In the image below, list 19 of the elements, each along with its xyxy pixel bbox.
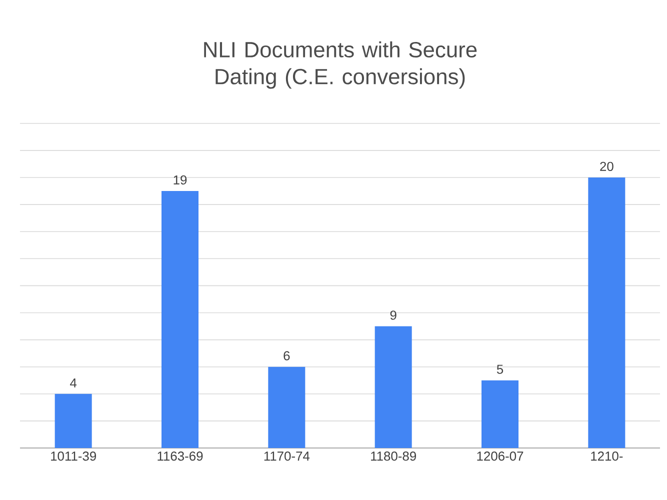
x-tick-label: 1163-69 (158, 452, 203, 461)
x-tick-label: 1210- (591, 452, 623, 461)
bar (482, 380, 519, 448)
bar (162, 191, 198, 448)
chart-title: NLI Documents with Secure Dating (C.E. conversions) (204, 41, 477, 89)
data-label: 20 (600, 162, 614, 171)
data-label: 6 (284, 351, 290, 360)
x-tick-label: 1180-89 (371, 452, 416, 461)
data-label: 19 (174, 175, 187, 185)
x-tick-label: 1206-07 (477, 452, 524, 461)
data-label: 9 (390, 310, 396, 320)
x-tick-label: 1011-39 (51, 452, 96, 461)
bar (54, 394, 92, 448)
bar (588, 178, 626, 448)
bar (268, 366, 306, 448)
data-label: 5 (496, 364, 504, 374)
bar (374, 326, 412, 448)
x-tick-label: 1170-74 (264, 452, 310, 461)
data-label: 4 (70, 378, 77, 388)
